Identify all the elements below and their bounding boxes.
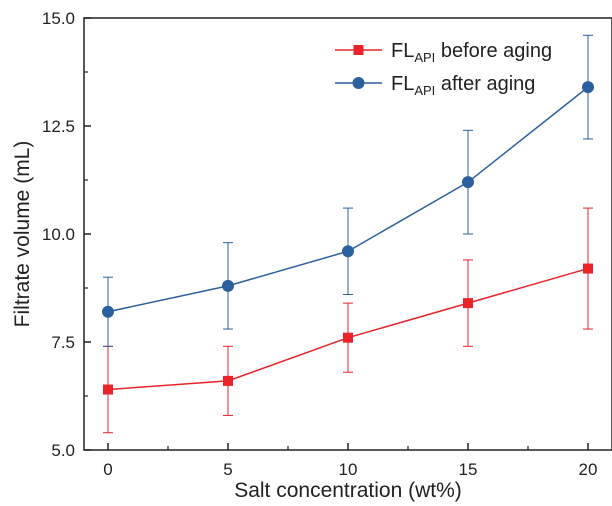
data-point [463,298,473,309]
legend-label: FLAPI before aging [391,40,552,65]
legend-label-suffix: after aging [435,73,535,95]
y-tick-label: 12.5 [42,117,75,136]
legend-marker [353,45,364,55]
x-tick-label: 0 [103,460,112,479]
data-point [582,81,594,94]
ticks-layer: 0 5 10 15 20 5.0 7.5 10.0 12.5 15.0 [42,9,598,479]
y-axis-title: Filtrate volume (mL) [11,141,34,328]
legend-label-suffix: before aging [435,40,552,62]
x-tick-label: 5 [223,460,232,479]
series-1 [102,34,594,347]
y-tick-label: 7.5 [51,333,75,352]
y-tick-label: 10.0 [42,225,75,244]
x-tick-label: 10 [339,460,358,479]
x-tick-label: 15 [459,460,478,479]
x-tick-label: 20 [579,460,598,479]
data-point [102,305,114,318]
data-point [103,384,113,395]
legend-label-main: FL [391,40,414,62]
y-tick-label: 15.0 [42,9,75,28]
legend-label-subscript: API [414,83,435,98]
data-point [342,245,354,258]
legend-label: FLAPI after aging [391,73,535,98]
data-point [583,263,593,274]
legend-marker [352,77,365,89]
legend-label-subscript: API [414,50,435,65]
series-layer [102,34,594,434]
data-point [462,176,474,189]
data-point [222,279,234,292]
legend-label-main: FL [391,73,414,95]
series-0 [103,207,593,434]
x-axis-title: Salt concentration (wt%) [234,479,462,502]
y-tick-label: 5.0 [51,441,75,460]
data-point [343,332,353,343]
data-point [223,375,233,386]
